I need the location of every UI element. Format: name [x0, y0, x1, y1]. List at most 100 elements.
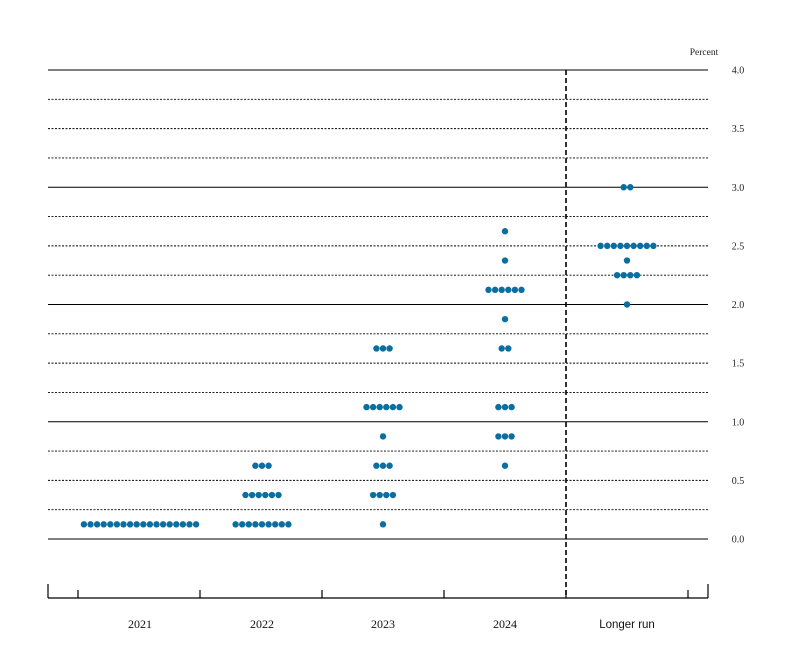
y-tick-label: 4.0 — [732, 66, 745, 77]
data-dot — [275, 491, 282, 499]
data-dot — [100, 521, 107, 528]
data-dot — [268, 491, 276, 499]
data-dot — [93, 521, 101, 528]
data-dot — [491, 286, 499, 294]
x-category-label: Longer run — [599, 619, 655, 631]
data-dot — [255, 491, 262, 499]
data-dot — [495, 433, 502, 440]
data-dot — [133, 521, 140, 528]
data-dot — [369, 491, 377, 499]
data-dot — [252, 521, 259, 528]
data-dot — [617, 242, 624, 250]
data-dot — [383, 403, 390, 411]
data-dot — [386, 462, 393, 469]
data-dot — [186, 521, 193, 528]
x-category-label: 2021 — [128, 617, 152, 631]
data-dot — [508, 433, 515, 440]
data-dot — [376, 491, 383, 499]
data-dot — [252, 462, 259, 469]
data-dot — [637, 242, 644, 250]
y-tick-label: 1.0 — [732, 417, 745, 428]
data-dot — [373, 462, 380, 469]
data-dot — [623, 301, 631, 308]
data-dot — [166, 521, 173, 528]
data-dot — [505, 345, 512, 352]
y-tick-label: 1.5 — [732, 359, 745, 370]
data-dot — [179, 521, 187, 528]
x-category-label: 2023 — [371, 617, 395, 631]
x-axis — [47, 584, 709, 599]
data-dot — [80, 521, 88, 528]
data-dot — [120, 521, 127, 528]
data-dot — [650, 242, 657, 250]
data-dot — [369, 403, 377, 411]
data-dot — [501, 433, 509, 440]
data-dot — [643, 242, 650, 250]
y-axis-unit-label: Percent — [690, 48, 719, 58]
data-dot — [239, 521, 246, 528]
data-dot — [610, 242, 617, 250]
x-category-labels: 2021 2022 2023 2024 Longer run — [128, 617, 655, 631]
gridlines — [48, 69, 708, 540]
data-dot — [107, 521, 114, 528]
data-dot — [192, 521, 200, 528]
data-dots — [80, 184, 657, 528]
x-category-label: 2024 — [493, 617, 517, 631]
data-dot — [389, 491, 397, 499]
data-dot — [373, 345, 380, 352]
data-dot — [376, 403, 383, 411]
data-dot — [604, 242, 611, 250]
y-tick-label: 2.5 — [732, 241, 745, 252]
y-tick-label: 3.0 — [732, 183, 745, 194]
data-dot — [495, 403, 502, 411]
data-dot — [623, 257, 631, 264]
data-dot — [386, 345, 393, 352]
y-tick-label: 0.5 — [732, 476, 745, 487]
data-dot — [630, 242, 637, 250]
data-dot — [511, 286, 519, 294]
data-dot — [505, 286, 512, 294]
data-dot — [501, 462, 509, 469]
data-dot — [262, 491, 269, 499]
data-dot — [265, 462, 272, 469]
data-dot — [620, 271, 627, 279]
data-dot — [613, 271, 621, 279]
data-dot — [518, 286, 525, 294]
data-dot — [232, 521, 239, 528]
data-dot — [379, 345, 387, 352]
data-dot — [498, 286, 505, 294]
data-dot — [501, 228, 509, 235]
data-dot — [627, 271, 634, 279]
data-dot — [265, 521, 272, 528]
data-dot — [620, 184, 627, 191]
x-category-label: 2022 — [250, 617, 274, 631]
data-dot — [501, 257, 509, 264]
data-dot — [153, 521, 160, 528]
data-dot — [285, 521, 292, 528]
data-dot — [501, 403, 509, 411]
data-dot — [379, 433, 387, 440]
data-dot — [363, 403, 370, 411]
data-dot — [389, 403, 397, 411]
data-dot — [379, 462, 387, 469]
data-dot — [633, 271, 641, 279]
y-tick-label: 2.0 — [732, 300, 745, 311]
data-dot — [248, 491, 256, 499]
data-dot — [113, 521, 121, 528]
data-dot — [508, 403, 515, 411]
data-dot — [498, 345, 505, 352]
data-dot — [159, 521, 167, 528]
y-tick-label: 3.5 — [732, 124, 745, 135]
data-dot — [245, 521, 252, 528]
data-dot — [379, 521, 387, 528]
data-dot — [258, 462, 266, 469]
data-dot — [258, 521, 266, 528]
data-dot — [173, 521, 180, 528]
y-tick-labels: 4.0 3.5 3.0 2.5 2.0 1.5 1.0 0.5 0.0 — [732, 66, 745, 546]
data-dot — [146, 521, 154, 528]
data-dot — [623, 242, 631, 250]
data-dot — [140, 521, 147, 528]
data-dot — [272, 521, 279, 528]
data-dot — [396, 403, 403, 411]
